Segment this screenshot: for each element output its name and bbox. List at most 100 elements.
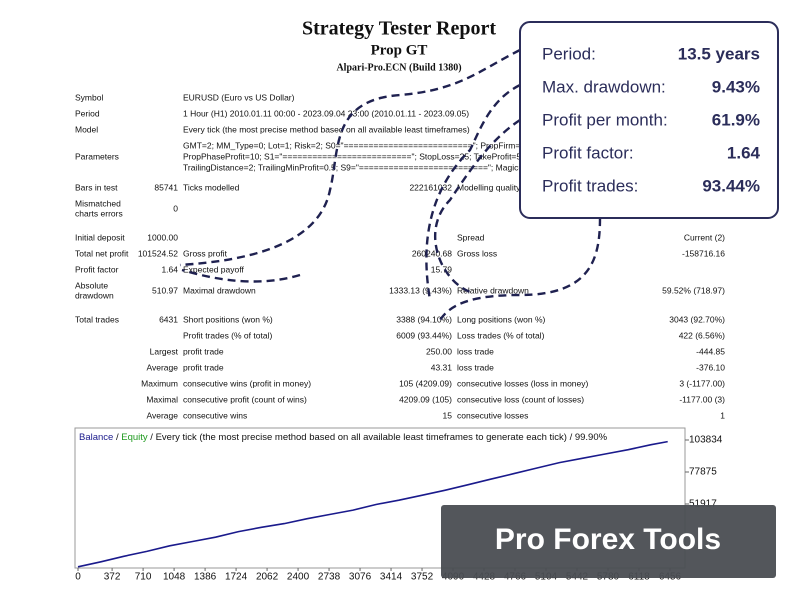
row-label: Period [75,108,100,118]
row-label: Initial deposit [75,232,125,242]
row-value: 101524.52 [138,248,178,258]
parameter-line: TrailingDistance=2; TrailingMinProfit=0.… [183,162,627,172]
row-value: 105 (4209.09) [399,378,452,388]
row-value: Maximal [146,394,178,404]
row-value: -1177.00 (3) [679,394,725,404]
row-label: Model [75,124,98,134]
row-label: charts errors [75,208,123,218]
x-tick-label: 1048 [163,572,186,583]
row-value: 6431 [159,314,178,324]
x-tick-label: 710 [135,572,152,583]
connector-dashes [179,48,602,321]
x-tick-label: 3414 [380,572,403,583]
row-value: 1333.13 (9.43%) [389,285,452,295]
row-label: loss trade [457,362,494,372]
card-value: 61.9% [712,110,760,129]
row-label: profit trade [183,362,224,372]
row-label: Bars in test [75,182,118,192]
card-label: Profit factor: [542,143,634,162]
row-label: Gross profit [183,248,228,258]
legend-balance: Balance [79,432,113,443]
card-label: Period: [542,44,596,63]
row-value: 3 (-1177.00) [679,378,725,388]
parameter-line: PropPhaseProfit=10; S1="================… [183,151,587,161]
brand-text: Pro Forex Tools [495,523,721,556]
row-value: 510.97 [152,285,178,295]
row-value: 1 [720,410,725,420]
card-value: 13.5 years [678,44,760,63]
report-rows: Symbol EURUSD (Euro vs US Dollar) Period 1 … [75,92,725,420]
row-value: 1.64 [161,264,178,274]
parameter-line: GMT=2; MM_Type=0; Lot=1; Risk=2; S0="===… [183,140,593,150]
legend-rest: / Every tick (the most precise method ba… [148,432,608,443]
chart-legend: Balance / Equity / Every tick (the most … [79,432,608,443]
row-value: Current (2) [684,232,725,242]
x-tick-label: 3076 [349,572,372,583]
report-title: Strategy Tester Report [302,18,496,40]
row-label: profit trade [183,346,224,356]
row-value: -158716.16 [682,248,725,258]
row-value: 3388 (94.10%) [396,314,452,324]
row-label: consecutive losses (loss in money) [457,378,589,388]
card-value: 1.64 [727,143,761,162]
row-value: 59.52% (718.97) [662,285,725,295]
row-label: Total trades [75,314,119,324]
y-tick-label: 51917 [689,499,717,510]
dash-line [425,83,521,301]
summary-card [519,21,779,219]
row-label: Long positions (won %) [457,314,546,324]
card-label: Max. drawdown: [542,77,666,96]
card-rows: Period: 13.5 years Max. drawdown: 9.43% Prof… [542,44,761,195]
row-label: consecutive wins (profit in money) [183,378,311,388]
y-tick-label: 103834 [689,435,723,446]
row-value: 4209.09 (105) [399,394,452,404]
y-tick-label: 77875 [689,467,717,478]
legend-equity: Equity [121,432,148,443]
row-label: Short positions (won %) [183,314,273,324]
row-value: 222161032 [409,182,452,192]
row-value: -444.85 [696,346,725,356]
row-label: Spread [457,232,485,242]
balance-line [77,440,668,568]
row-value: 422 (6.56%) [679,330,725,340]
row-value: 3043 (92.70%) [669,314,725,324]
x-tick-label: 2062 [256,572,279,583]
card-label: Profit per month: [542,110,668,129]
row-value: 15.79 [431,264,453,274]
report-server: Alpari-Pro.ECN (Build 1380) [336,62,461,73]
x-tick-label: 1386 [194,572,217,583]
row-value: 0 [173,203,178,213]
row-label: Symbol [75,92,103,102]
card-value: 9.43% [712,77,760,96]
row-value: 1000.00 [147,232,178,242]
brand-banner [441,505,776,578]
row-value: 260240.68 [412,248,452,258]
dash-line [439,217,602,321]
row-value: 1 Hour (H1) 2010.01.11 00:00 - 2023.09.0… [183,108,469,118]
card-label: Profit trades: [542,176,638,195]
row-label: drawdown [75,290,114,300]
x-tick-label: 0 [75,572,81,583]
row-label: consecutive loss (count of losses) [457,394,584,404]
row-value: 85741 [154,182,178,192]
row-label: Mismatched [75,198,121,208]
card-value: 93.44% [702,176,760,195]
row-label: Expected payoff [183,264,244,274]
report-subtitle: Prop GT [371,42,428,58]
row-label: Maximal drawdown [183,285,256,295]
row-value: EURUSD (Euro vs US Dollar) [183,92,295,102]
row-label: Modelling quality [457,182,521,192]
x-tick-label: 1724 [225,572,248,583]
row-label: Gross loss [457,248,497,258]
legend-sep1: / [113,432,121,443]
x-tick-label: 2738 [318,572,341,583]
row-label: Relative drawdown [457,285,529,295]
card-box [519,21,779,219]
row-value: Maximum [141,378,178,388]
dash-line [181,268,301,283]
row-value: 15 [443,410,453,420]
row-label: Ticks modelled [183,182,240,192]
row-label: Parameters [75,151,119,161]
row-label: consecutive losses [457,410,528,420]
